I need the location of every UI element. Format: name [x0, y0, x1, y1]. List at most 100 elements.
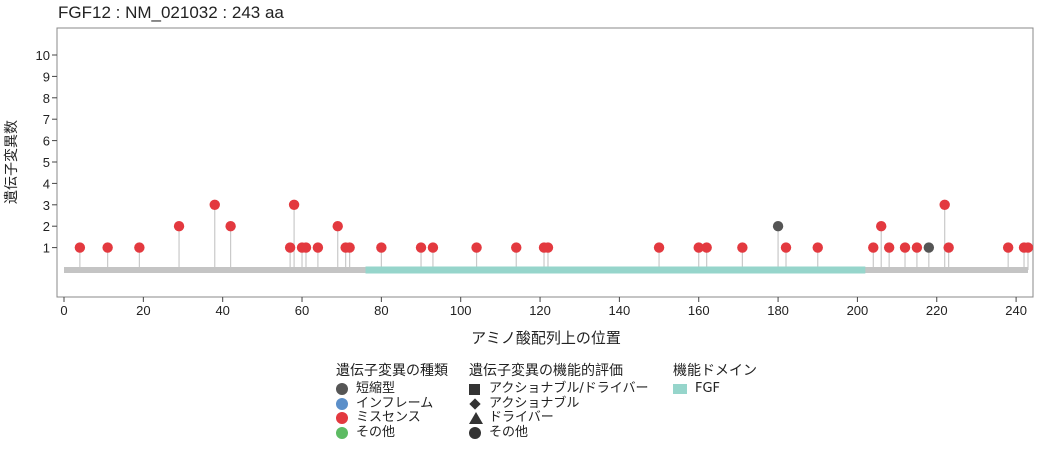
mutation-point: [943, 242, 954, 253]
x-tick-label: 60: [295, 303, 309, 318]
mutation-stems: [79, 204, 1029, 270]
legend-label: アクショナブル/ドライバー: [489, 381, 649, 396]
y-tick-label: 10: [36, 48, 50, 63]
legend-item-actionable: アクショナブル: [469, 395, 648, 412]
mutation-point: [772, 221, 784, 232]
legend-domain: 機能ドメイン FGF: [673, 360, 757, 397]
legend-label: その他: [489, 424, 529, 440]
domain-fgf: [365, 266, 866, 274]
y-tick-label: 9: [43, 69, 50, 84]
mutation-points: [74, 199, 1034, 253]
mutation-point: [883, 242, 895, 253]
x-tick-label: 40: [215, 303, 229, 318]
y-tick-label: 1: [43, 241, 50, 256]
legend-item-inframe: インフレーム: [336, 395, 448, 412]
legend-label: ドライバー: [489, 410, 554, 425]
mutation-point: [701, 242, 712, 253]
legend-functional-title: 遺伝子変異の機能的評価: [469, 363, 623, 379]
mutation-point: [911, 242, 923, 253]
legend-label: FGF: [695, 381, 721, 396]
y-axis: 1 2 3 4 5 6 7 8 9 10: [36, 48, 57, 256]
x-tick-label: 240: [1005, 303, 1027, 318]
mutation-point: [312, 242, 324, 253]
other-swatch: [336, 426, 348, 439]
legend-item-fgf: FGF: [673, 381, 757, 397]
x-tick-label: 100: [450, 303, 472, 318]
legend-label: ミスセンス: [356, 410, 421, 425]
legend-mutation-type: 遺伝子変異の種類 短縮型 インフレーム ミスセンス その他: [336, 360, 448, 440]
circle-icon: [469, 426, 481, 439]
legend-item-actionable-driver: アクショナブル/ドライバー: [469, 381, 649, 397]
y-tick-label: 6: [43, 134, 50, 149]
legend-domain-title: 機能ドメイン: [673, 363, 757, 379]
y-tick-label: 2: [43, 219, 50, 234]
mutation-point: [376, 242, 387, 253]
mutation-point: [812, 242, 823, 253]
mutation-point: [284, 242, 296, 253]
square-icon: [469, 383, 480, 395]
x-tick-label: 140: [609, 303, 631, 318]
triangle-icon: [469, 412, 483, 425]
legend-label: 短縮型: [356, 381, 396, 396]
x-tick-label: 120: [529, 303, 551, 318]
y-tick-label: 8: [43, 91, 50, 106]
legend-item-truncating: 短縮型: [336, 381, 448, 397]
x-tick-label: 180: [767, 303, 789, 318]
domain-swatch: [673, 384, 687, 395]
x-axis: 0 20 40 60 80 100 120 140 160 180 200 220 240: [60, 297, 1027, 318]
mutation-point: [542, 242, 554, 253]
y-tick-label: 3: [43, 198, 50, 213]
mutation-point: [1022, 242, 1034, 253]
truncating-swatch: [336, 383, 348, 396]
mutation-point: [780, 242, 792, 253]
x-tick-label: 160: [688, 303, 710, 318]
legend-label: その他: [356, 424, 396, 440]
mutation-point: [74, 242, 86, 253]
mutation-point: [471, 242, 482, 253]
mutation-point: [876, 221, 887, 232]
y-tick-label: 4: [43, 176, 50, 191]
mutation-point: [868, 242, 879, 253]
legend-label: アクショナブル: [489, 395, 580, 411]
mutation-point: [737, 242, 748, 253]
y-tick-label: 7: [43, 112, 50, 127]
legend-functional: 遺伝子変異の機能的評価 アクショナブル/ドライバー アクショナブル ドライバー …: [469, 360, 648, 440]
y-tick-label: 5: [43, 155, 50, 170]
legend-label: インフレーム: [356, 395, 434, 411]
legend-item-driver: ドライバー: [469, 410, 648, 426]
chart-title: FGF12 : NM_021032 : 243 aa: [58, 3, 284, 22]
mutation-point: [693, 242, 704, 253]
plot-frame: [56, 27, 1034, 298]
mutation-point: [288, 199, 300, 210]
mutation-point: [427, 242, 439, 253]
legend-mutation-type-title: 遺伝子変異の種類: [336, 363, 448, 379]
mutation-point: [300, 242, 312, 253]
y-axis-label: 遺伝子変異数: [3, 120, 20, 204]
x-tick-label: 200: [847, 303, 869, 318]
mutation-point: [102, 242, 113, 253]
legend-item-functional-other: その他: [469, 424, 648, 441]
mutation-point: [209, 199, 220, 210]
mutation-point: [1002, 242, 1014, 253]
mutation-point: [332, 221, 343, 232]
mutation-point: [134, 242, 145, 253]
x-tick-label: 20: [136, 303, 150, 318]
x-axis-label: アミノ酸配列上の位置: [471, 329, 621, 347]
diamond-icon: [469, 398, 481, 410]
mutation-point: [173, 221, 185, 232]
x-tick-label: 0: [60, 303, 67, 318]
mutation-point: [899, 242, 911, 253]
missense-swatch: [336, 412, 348, 425]
mutation-point: [344, 242, 355, 253]
x-tick-label: 220: [926, 303, 948, 318]
protein-backbone: [64, 266, 1028, 274]
lollipop-chart: FGF12 : NM_021032 : 243 aa 1 2 3 4 5 6 7 8 9 10 0…: [3, 3, 1034, 347]
mutation-point: [511, 242, 522, 253]
mutation-point: [923, 242, 935, 253]
mutation-point: [225, 221, 236, 232]
mutation-point: [415, 242, 427, 253]
mutation-point: [939, 199, 950, 210]
x-tick-label: 80: [374, 303, 388, 318]
legend-item-other: その他: [336, 424, 448, 441]
mutation-point: [653, 242, 665, 253]
